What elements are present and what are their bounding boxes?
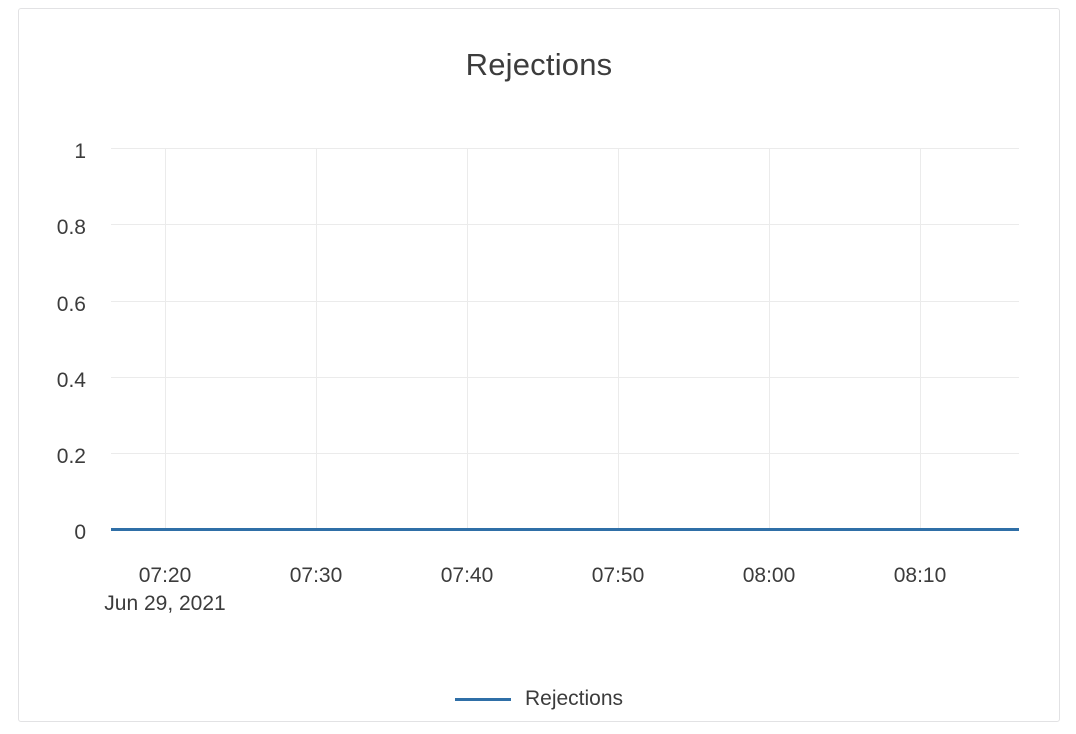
x-tick-label: 07:50 (591, 564, 645, 587)
x-tick-label: 07:40 (440, 564, 494, 587)
gridline-vertical (467, 148, 468, 530)
x-tick-label: 07:30 (289, 564, 343, 587)
plot-area (111, 148, 1019, 531)
gridline-horizontal (111, 148, 1019, 149)
chart-title: Rejections (465, 47, 613, 82)
gridline-horizontal (111, 377, 1019, 378)
gridline-horizontal (111, 453, 1019, 454)
y-tick-label: 0.4 (56, 369, 86, 392)
gridline-horizontal (111, 224, 1019, 225)
x-tick-label: 07:20 (138, 564, 192, 587)
chart-legend: Rejections (19, 687, 1059, 711)
legend-line-swatch-icon (454, 697, 511, 701)
x-tick-label: 08:10 (893, 564, 947, 587)
gridline-vertical (769, 148, 770, 530)
y-tick-label: 0.2 (56, 445, 86, 468)
series-line-rejections (111, 528, 1019, 531)
x-axis-date-label: Jun 29, 2021 (104, 592, 226, 615)
legend-item-rejections[interactable]: Rejections (454, 687, 624, 711)
x-tick-label: 08:00 (742, 564, 796, 587)
y-tick-label: 0 (74, 521, 86, 544)
gridline-vertical (920, 148, 921, 530)
gridline-vertical (165, 148, 166, 530)
legend-label: Rejections (524, 687, 624, 710)
gridline-horizontal (111, 301, 1019, 302)
chart-card: Rejections 1 0.8 0.6 0.4 0.2 0 07:20 07:… (18, 8, 1060, 722)
gridline-vertical (618, 148, 619, 530)
y-tick-label: 1 (74, 140, 86, 163)
y-tick-label: 0.6 (56, 293, 86, 316)
gridline-vertical (316, 148, 317, 530)
y-tick-label: 0.8 (56, 216, 86, 239)
